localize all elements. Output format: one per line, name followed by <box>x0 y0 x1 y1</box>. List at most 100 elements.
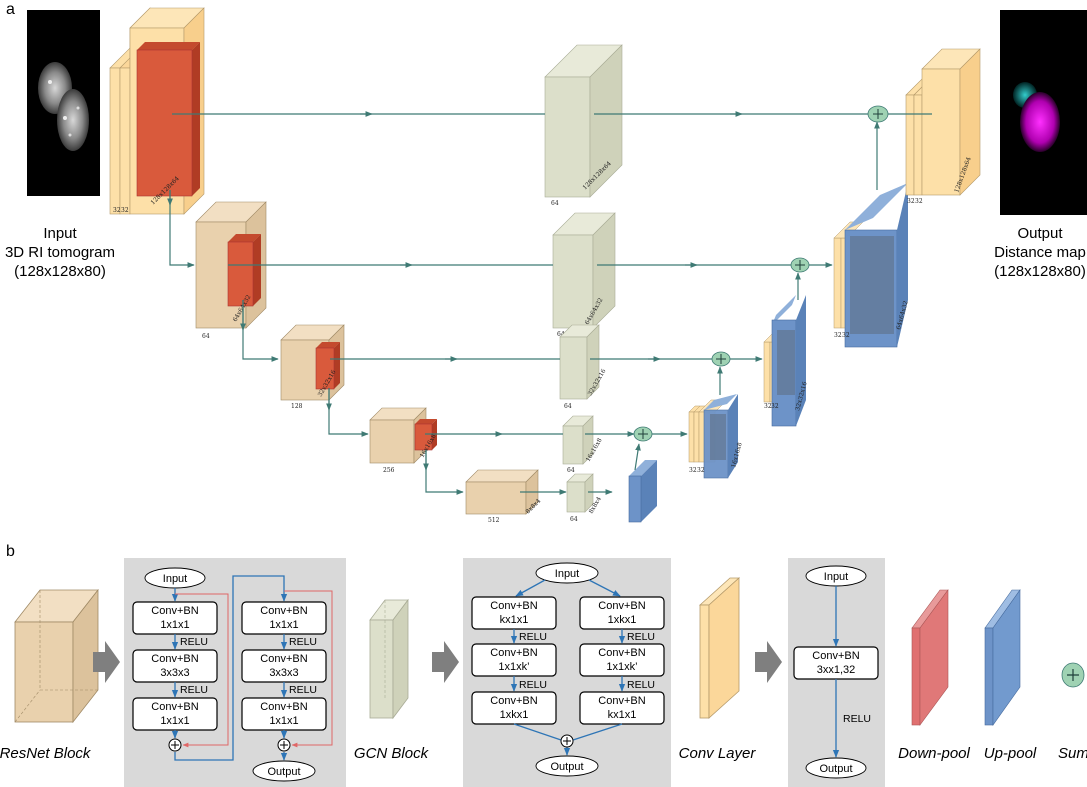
gcn-legend-cube <box>369 598 409 720</box>
resnet-c1-b1-l1: Conv+BN <box>151 605 198 617</box>
dim-e3-ch: 128 <box>291 403 303 410</box>
gcn-c2-relu2: RELU <box>627 679 655 691</box>
resnet-c2-b2-l2: 3x3x3 <box>269 667 298 679</box>
gcn-c2-b1-l2: 1xkx1 <box>608 614 637 626</box>
gcn-block-legend: GCN Block <box>354 745 430 762</box>
skip-connection-arrows <box>167 111 932 495</box>
resnet-c2-relu2: RELU <box>289 684 317 696</box>
input-label-line2: 3D RI tomogram <box>5 244 115 261</box>
resnet-sum-icon-2 <box>277 738 291 752</box>
dim-d1-ch1: 32 <box>907 198 915 205</box>
dim-d1-ch2: 32 <box>915 198 923 205</box>
up-pool-legend: Up-pool <box>984 745 1037 762</box>
dim-d4-ch2: 32 <box>697 467 705 474</box>
up-pool-legend-shape <box>984 589 1021 726</box>
panel-b-letter: b <box>6 543 15 560</box>
gcn-c1-b2-l1: Conv+BN <box>490 647 537 659</box>
encoder-level1-down-pool <box>136 42 200 197</box>
output-label-line1: Output <box>1017 225 1063 242</box>
gcn-c2-b2-l1: Conv+BN <box>598 647 645 659</box>
gcn-c1-b1-l1: Conv+BN <box>490 600 537 612</box>
encoder-level4-resnet-block <box>369 407 427 464</box>
dim-e2-ch: 64 <box>202 333 210 340</box>
output-distance-map-image <box>1000 10 1087 215</box>
sum-node-level3 <box>711 351 731 367</box>
conv-output: Output <box>819 763 852 775</box>
decoder-level2-up-pool <box>844 183 908 348</box>
gcn-c2-b1-l1: Conv+BN <box>598 600 645 612</box>
gcn-c2-relu1: RELU <box>627 631 655 643</box>
dim-e4-ch: 256 <box>383 467 395 474</box>
encoder-level2-down-pool <box>227 234 261 307</box>
dim-d2-ch2: 32 <box>842 332 850 339</box>
dim-bn-ch: 512 <box>488 517 500 524</box>
dim-d4-ch1: 32 <box>689 467 697 474</box>
conv-box-l2: 3xx1,32 <box>817 664 856 676</box>
sum-legend: Sum <box>1058 745 1087 762</box>
gcn-expand-arrow <box>432 641 459 683</box>
input-label-line1: Input <box>43 225 77 242</box>
resnet-expand-arrow <box>93 641 120 683</box>
decoder-level4-up-pool <box>703 394 738 479</box>
gcn-block-level5 <box>566 473 594 513</box>
sum-legend-icon <box>1061 662 1085 688</box>
resnet-c1-relu2: RELU <box>180 684 208 696</box>
conv-expand-arrow <box>755 641 782 683</box>
resnet-sum-icon-1 <box>168 738 182 752</box>
resnet-output: Output <box>267 766 300 778</box>
dim-g4-ch: 64 <box>567 467 575 474</box>
resnet-input: Input <box>163 573 187 585</box>
encoder-level4-down-pool <box>414 419 437 451</box>
decoder-level3-up-pool <box>771 295 806 427</box>
conv-layer-legend-shape <box>698 577 741 719</box>
gcn-c1-b3-l1: Conv+BN <box>490 695 537 707</box>
gcn-c1-b3-l2: 1xkx1 <box>500 709 529 721</box>
resnet-detail-panel: Input Conv+BN 1x1x1 Conv+BN 3x3x3 Conv+B… <box>124 558 346 787</box>
conv-layer-legend: Conv Layer <box>679 745 757 762</box>
decoder-level1-conv-layer <box>905 48 981 196</box>
gcn-block-level2 <box>552 212 616 329</box>
resnet-c2-relu1: RELU <box>289 636 317 648</box>
conv-relu: RELU <box>843 713 871 725</box>
resnet-c1-b2-l2: 3x3x3 <box>160 667 189 679</box>
gcn-input: Input <box>555 568 579 580</box>
sum-node-level2 <box>790 257 810 273</box>
encoder-level3-down-pool <box>315 342 340 390</box>
gcn-c2-b3-l2: kx1x1 <box>608 709 637 721</box>
gcn-output: Output <box>550 761 583 773</box>
gcn-c2-b2-l2: 1x1xk’ <box>606 661 637 673</box>
gcn-sum-icon <box>560 734 574 748</box>
gcn-block-level4 <box>562 415 594 465</box>
output-label-line3: (128x128x80) <box>994 263 1086 280</box>
resnet-legend-cube <box>14 588 99 724</box>
resnet-c1-relu1: RELU <box>180 636 208 648</box>
resnet-c1-b3-l2: 1x1x1 <box>160 715 189 727</box>
resnet-c2-b1-l2: 1x1x1 <box>269 619 298 631</box>
resnet-c2-b2-l1: Conv+BN <box>260 653 307 665</box>
dim-g5-ch: 64 <box>570 516 578 523</box>
gcn-c1-relu2: RELU <box>519 679 547 691</box>
resnet-c1-b2-l1: Conv+BN <box>151 653 198 665</box>
gcn-c2-b3-l1: Conv+BN <box>598 695 645 707</box>
gcn-detail-panel: Input Conv+BN kx1x1 Conv+BN 1x1xk’ Conv+… <box>463 558 671 787</box>
resnet-c1-b1-l2: 1x1x1 <box>160 619 189 631</box>
conv-detail-panel: Input Conv+BN 3xx1,32 RELU Output <box>788 558 885 787</box>
resnet-c2-b1-l1: Conv+BN <box>260 605 307 617</box>
gcn-c1-b1-l2: kx1x1 <box>500 614 529 626</box>
dim-e1-ch2: 32 <box>121 207 129 214</box>
dim-d3-ch1: 32 <box>764 403 772 410</box>
gcn-block-level1 <box>544 44 623 198</box>
conv-box-l1: Conv+BN <box>812 650 859 662</box>
down-pool-legend: Down-pool <box>898 745 970 762</box>
panel-a-letter: a <box>6 1 15 18</box>
dim-e1-ch1: 32 <box>113 207 121 214</box>
resnet-c1-b3-l1: Conv+BN <box>151 701 198 713</box>
resnet-c2-b3-l1: Conv+BN <box>260 701 307 713</box>
dim-d3-ch2: 32 <box>771 403 779 410</box>
dim-g1-ch: 64 <box>551 200 559 207</box>
input-label-line3: (128x128x80) <box>14 263 106 280</box>
output-label-line2: Distance map <box>994 244 1086 261</box>
dim-d2-ch1: 32 <box>834 332 842 339</box>
input-tomogram-image <box>27 10 100 196</box>
